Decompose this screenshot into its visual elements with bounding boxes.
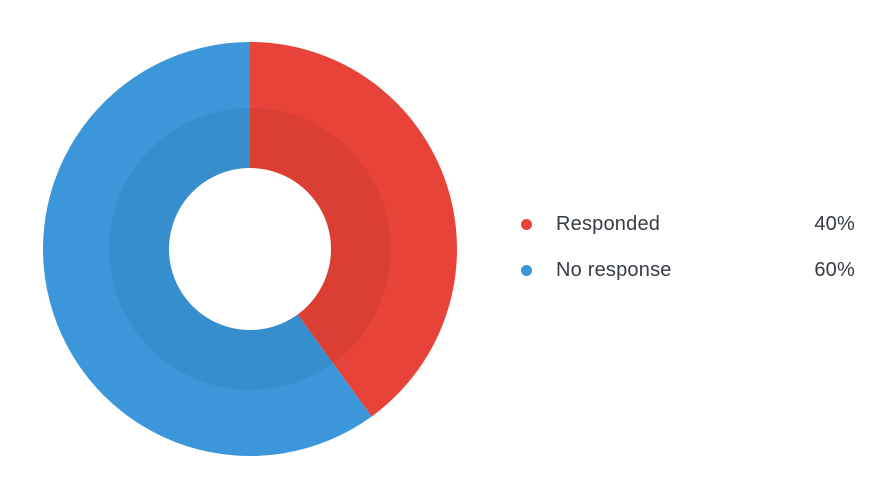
legend-label: No response bbox=[556, 258, 672, 281]
donut-chart bbox=[43, 42, 457, 456]
donut-slice-no-response[interactable] bbox=[43, 42, 372, 456]
legend-value: 60% bbox=[814, 258, 855, 281]
legend-swatch-responded-icon bbox=[521, 218, 532, 230]
legend-item-responded[interactable]: Responded 40% bbox=[521, 212, 855, 236]
legend-value: 40% bbox=[814, 212, 855, 235]
legend: Responded 40% No response 60% bbox=[521, 212, 855, 282]
donut-slice-responded[interactable] bbox=[250, 42, 457, 417]
legend-label: Responded bbox=[556, 212, 661, 235]
legend-swatch-no-response-icon bbox=[521, 264, 532, 276]
legend-item-no-response[interactable]: No response 60% bbox=[521, 258, 855, 282]
